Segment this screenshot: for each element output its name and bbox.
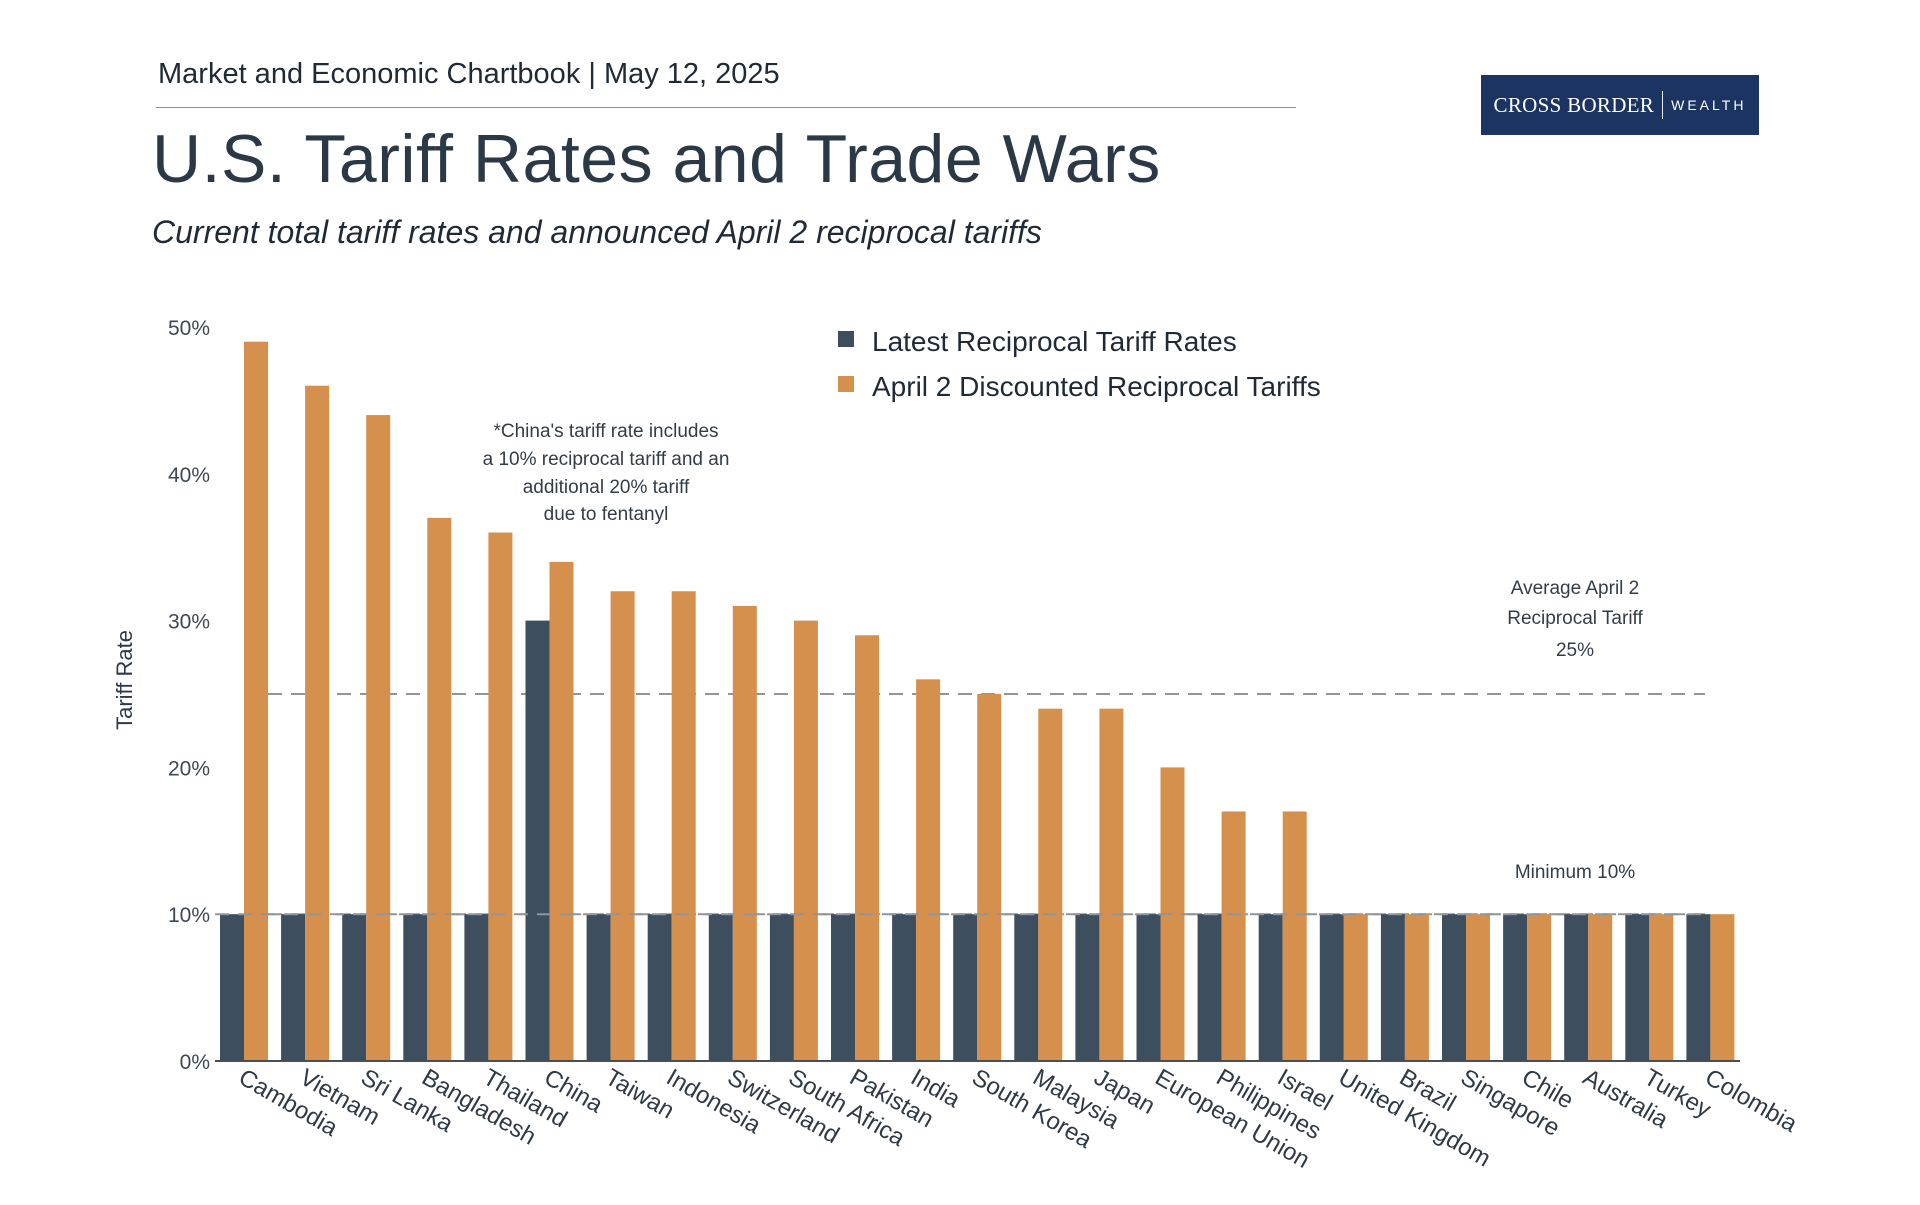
y-axis-title: Tariff Rate [112, 630, 137, 730]
bar-latest-sri-lanka [342, 914, 367, 1061]
annotation-line-3: additional 20% tariff [523, 477, 690, 498]
x-tick-label: Taiwan [601, 1064, 679, 1125]
bar-latest-bangladesh [403, 914, 428, 1061]
bar-april-turkey [1649, 914, 1674, 1061]
bar-latest-european-union [1136, 914, 1161, 1061]
average-label-line-3: 25% [1556, 640, 1594, 661]
annotation-line-4: due to fentanyl [544, 504, 669, 525]
bar-latest-vietnam [281, 914, 306, 1061]
bar-april-united-kingdom [1343, 914, 1368, 1061]
bar-april-china [549, 561, 574, 1061]
y-axis: 0% 10% 20% 30% 40% 50% [168, 317, 1740, 1074]
bar-latest-indonesia [647, 914, 672, 1061]
page-subtitle: Current total tariff rates and announced… [152, 214, 1042, 250]
bar-latest-pakistan [831, 914, 855, 1061]
y-tick-label: 20% [168, 757, 210, 780]
bar-april-israel [1282, 811, 1307, 1061]
bar-latest-south-africa [769, 914, 794, 1061]
logo-separator [1662, 91, 1664, 119]
cross-border-wealth-logo: CROSS BORDER WEALTH [1481, 75, 1759, 135]
bar-latest-turkey [1625, 914, 1650, 1061]
bar-latest-colombia [1686, 914, 1711, 1061]
bar-latest-philippines [1197, 914, 1222, 1061]
logo-sub: WEALTH [1671, 97, 1747, 113]
bar-latest-switzerland [708, 914, 733, 1061]
bar-april-south-africa [793, 620, 818, 1061]
bar-latest-india [892, 914, 917, 1061]
bar-april-cambodia [244, 341, 268, 1061]
bar-april-thailand [488, 532, 513, 1061]
bar-latest-australia [1564, 914, 1589, 1061]
average-label-line-1: Average April 2 [1511, 578, 1640, 599]
logo-brand: CROSS BORDER [1493, 92, 1655, 117]
average-label-line-2: Reciprocal Tariff [1507, 608, 1643, 629]
bar-april-indonesia [671, 591, 696, 1061]
bar-april-pakistan [855, 635, 879, 1061]
bar-latest-thailand [464, 914, 489, 1061]
bar-april-colombia [1710, 914, 1735, 1061]
china-annotation: *China's tariff rate includes a 10% reci… [483, 421, 730, 525]
bar-latest-south-korea [953, 914, 978, 1061]
bars-group [215, 341, 1735, 1062]
legend-swatch-april [838, 376, 854, 392]
legend: Latest Reciprocal Tariff Rates April 2 D… [838, 326, 1321, 402]
bar-april-bangladesh [427, 517, 452, 1061]
y-tick-label: 0% [180, 1051, 210, 1074]
bar-april-sri-lanka [366, 415, 391, 1062]
page-title: U.S. Tariff Rates and Trade Wars [152, 121, 1161, 197]
bar-april-south-korea [977, 694, 1002, 1061]
chartbook-header: Market and Economic Chartbook | May 12, … [158, 58, 780, 90]
x-tick-label: Colombia [1700, 1064, 1802, 1138]
minimum-label: Minimum 10% [1515, 862, 1635, 883]
average-annotation: Average April 2 Reciprocal Tariff 25% [1507, 578, 1643, 661]
bar-latest-china [525, 620, 550, 1061]
bar-april-philippines [1221, 811, 1246, 1061]
legend-label-april: April 2 Discounted Reciprocal Tariffs [872, 371, 1321, 402]
annotation-line-1: *China's tariff rate includes [493, 421, 718, 442]
bar-latest-japan [1075, 914, 1100, 1061]
bar-april-singapore [1466, 914, 1490, 1061]
bar-april-australia [1588, 914, 1613, 1061]
bar-latest-united-kingdom [1319, 914, 1344, 1061]
y-tick-label: 30% [168, 611, 210, 634]
bar-april-switzerland [732, 605, 757, 1061]
annotation-line-2: a 10% reciprocal tariff and an [483, 449, 730, 470]
y-tick-label: 40% [168, 464, 210, 487]
legend-label-latest: Latest Reciprocal Tariff Rates [872, 326, 1237, 357]
bar-april-brazil [1404, 914, 1429, 1061]
y-tick-label: 10% [168, 904, 210, 927]
bar-latest-taiwan [586, 914, 611, 1061]
bar-april-japan [1099, 708, 1124, 1061]
bar-april-india [916, 679, 941, 1061]
y-tick-label: 50% [168, 317, 210, 340]
reference-lines [245, 693, 1705, 916]
bar-latest-israel [1258, 914, 1283, 1061]
legend-swatch-latest [838, 331, 854, 347]
bar-latest-cambodia [220, 914, 244, 1061]
bar-latest-malaysia [1014, 914, 1039, 1061]
bar-april-vietnam [305, 385, 330, 1062]
header-divider [156, 107, 1296, 108]
bar-latest-singapore [1442, 914, 1466, 1061]
bar-april-chile [1527, 914, 1552, 1061]
bar-latest-chile [1503, 914, 1528, 1061]
bar-latest-brazil [1380, 914, 1405, 1061]
bar-april-malaysia [1038, 708, 1063, 1061]
bar-april-taiwan [610, 591, 635, 1061]
